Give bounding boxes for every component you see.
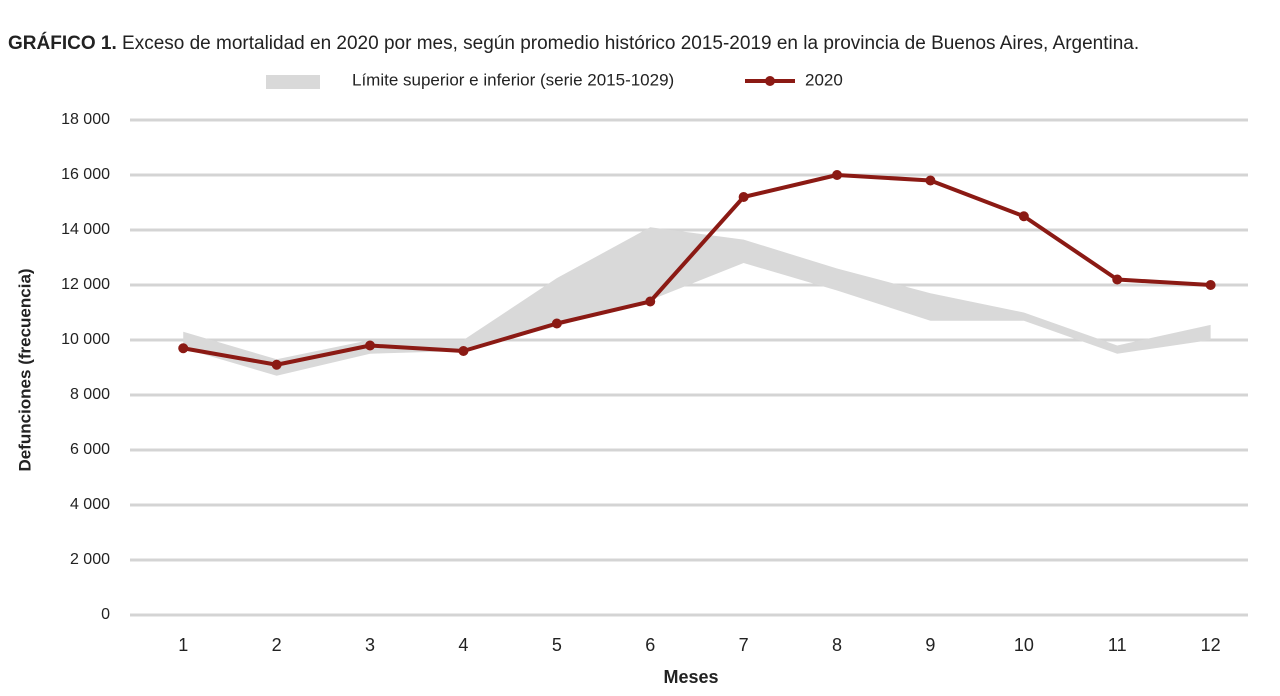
y-axis-label: Defunciones (frecuencia): [15, 268, 34, 471]
x-tick-label: 11: [1108, 635, 1127, 655]
x-tick-label: 2: [272, 635, 282, 655]
line: [182, 173, 1211, 367]
chart-title: GRÁFICO 1. Exceso de mortalidad en 2020 …: [8, 32, 1139, 54]
y-tick-label: 10 000: [61, 331, 110, 348]
x-tick-label: 6: [645, 635, 655, 655]
point: [925, 175, 936, 186]
point: [1018, 211, 1029, 222]
point: [1112, 274, 1123, 285]
x-tick-label: 9: [925, 635, 935, 655]
y-tick-label: 2 000: [70, 551, 110, 568]
x-tick-label: 12: [1201, 635, 1221, 655]
point: [1205, 280, 1216, 290]
legend-label: 2020: [805, 70, 843, 89]
x-tick-label: 5: [552, 635, 562, 655]
point: [832, 170, 843, 180]
x-tick-label: 8: [832, 635, 842, 655]
title-text: Exceso de mortalidad en 2020 por mes, se…: [122, 33, 1139, 54]
x-axis-label: Meses: [663, 667, 718, 687]
x-tick-label: 1: [178, 635, 188, 655]
point: [551, 318, 562, 329]
point: [365, 340, 376, 351]
x-tick-label: 7: [739, 635, 749, 655]
legend-swatch: [266, 75, 320, 89]
y-tick-label: 18 000: [61, 111, 110, 128]
legend-label: Límite superior e inferior (serie 2015-1…: [352, 70, 674, 89]
y-tick-label: 16 000: [61, 166, 110, 183]
point: [178, 343, 189, 354]
point: [645, 296, 656, 307]
point: [738, 192, 749, 202]
point: [271, 359, 282, 370]
x-tick-label: 3: [365, 635, 375, 655]
title-prefix: GRÁFICO 1.: [8, 32, 117, 54]
y-tick-label: 8 000: [70, 386, 110, 403]
legend-swatch: [765, 76, 775, 86]
x-tick-label: 4: [458, 635, 468, 655]
y-tick-label: 4 000: [70, 496, 110, 513]
y-tick-label: 12 000: [61, 276, 110, 293]
y-tick-label: 14 000: [61, 221, 110, 238]
y-tick-label: 0: [101, 606, 110, 623]
x-tick-label: 10: [1014, 635, 1034, 655]
point: [458, 346, 469, 356]
y-tick-label: 6 000: [70, 441, 110, 458]
